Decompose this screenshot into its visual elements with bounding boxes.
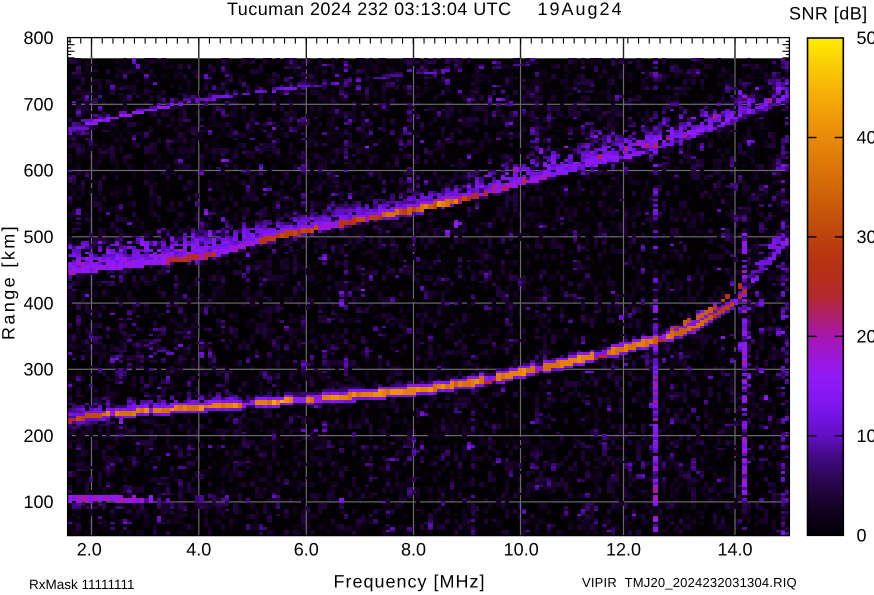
svg-text:700: 700 — [23, 95, 53, 115]
svg-text:14.0: 14.0 — [717, 540, 752, 560]
svg-text:12.0: 12.0 — [606, 540, 641, 560]
svg-text:30: 30 — [857, 227, 874, 247]
svg-text:VIPIR TMJ20_2024232031304.RIQ: VIPIR TMJ20_2024232031304.RIQ — [582, 575, 797, 590]
svg-text:8.0: 8.0 — [401, 540, 426, 560]
svg-text:500: 500 — [23, 227, 53, 247]
svg-text:SNR [dB]: SNR [dB] — [789, 4, 868, 24]
svg-text:50: 50 — [857, 28, 874, 48]
svg-text:RxMask 11111111: RxMask 11111111 — [29, 577, 135, 592]
svg-text:40: 40 — [857, 128, 874, 148]
svg-text:0: 0 — [857, 526, 867, 546]
svg-text:600: 600 — [23, 161, 53, 181]
svg-text:19Aug24: 19Aug24 — [538, 0, 624, 19]
svg-text:6.0: 6.0 — [294, 540, 319, 560]
svg-text:200: 200 — [23, 426, 53, 446]
svg-text:10.0: 10.0 — [504, 540, 539, 560]
svg-text:300: 300 — [23, 360, 53, 380]
svg-text:Frequency [MHz]: Frequency [MHz] — [333, 572, 485, 592]
svg-text:2.0: 2.0 — [77, 540, 102, 560]
svg-text:400: 400 — [23, 293, 53, 313]
svg-text:100: 100 — [23, 492, 53, 512]
svg-text:Range [km]: Range [km] — [0, 224, 19, 340]
svg-text:10: 10 — [857, 426, 874, 446]
svg-text:Tucuman 2024 232 03:13:04 UTC: Tucuman 2024 232 03:13:04 UTC — [227, 0, 512, 19]
svg-text:4.0: 4.0 — [186, 540, 211, 560]
svg-text:20: 20 — [857, 327, 874, 347]
svg-text:800: 800 — [23, 28, 53, 48]
